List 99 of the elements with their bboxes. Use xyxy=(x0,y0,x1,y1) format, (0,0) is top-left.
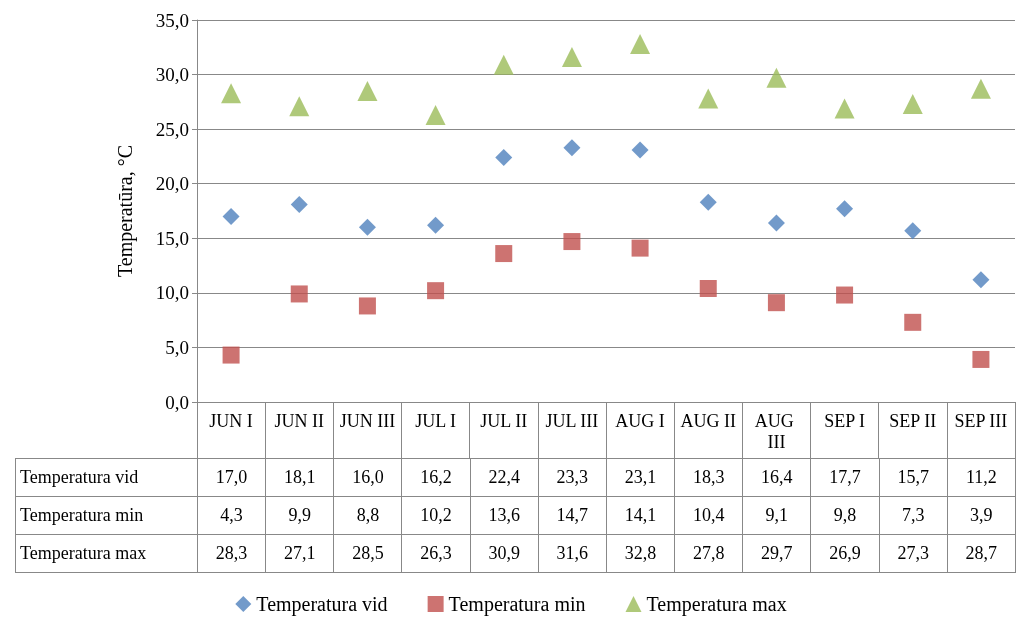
y-tick-label: 15,0 xyxy=(155,227,189,249)
point xyxy=(358,297,376,315)
data-label: 16,0 xyxy=(333,458,402,497)
point xyxy=(902,94,923,115)
point xyxy=(493,54,514,75)
data-label: 8,8 xyxy=(333,496,402,535)
point xyxy=(904,313,922,331)
y-tick-label: 25,0 xyxy=(155,118,189,140)
data-label: 31,6 xyxy=(538,534,607,573)
point xyxy=(495,149,513,167)
y-tick-label: 0,0 xyxy=(165,391,189,413)
data-label: 26,3 xyxy=(401,534,471,573)
data-label: 28,3 xyxy=(197,534,266,573)
x-tick-label: JUL III xyxy=(545,410,599,431)
data-label: 18,1 xyxy=(265,458,334,497)
point xyxy=(972,350,990,368)
legend-label: Temperatura vid xyxy=(256,593,388,616)
x-tick-label: AUG II xyxy=(680,410,736,431)
data-label: 11,2 xyxy=(947,458,1016,497)
point xyxy=(289,96,310,117)
y-tick-label: 30,0 xyxy=(155,64,189,86)
legend-label: Temperatura min xyxy=(448,593,586,616)
data-label: 17,7 xyxy=(810,458,880,497)
data-label: 9,1 xyxy=(742,496,811,535)
legend-label: Temperatura max xyxy=(646,593,787,616)
data-label: 23,1 xyxy=(606,458,675,497)
y-tick-label: 35,0 xyxy=(155,9,189,31)
point xyxy=(767,214,785,232)
point xyxy=(290,195,308,213)
data-label: 14,7 xyxy=(538,496,607,535)
y-axis-title: Temperatūra, °C xyxy=(114,144,137,278)
data-label: 3,9 xyxy=(947,496,1016,535)
point xyxy=(495,245,513,263)
data-label: 9,8 xyxy=(810,496,880,535)
data-label: 28,5 xyxy=(333,534,402,573)
point xyxy=(766,67,787,88)
data-label: 23,3 xyxy=(538,458,607,497)
x-tick-label: SEP I xyxy=(824,410,866,431)
data-label: 28,7 xyxy=(947,534,1016,573)
data-label: 22,4 xyxy=(470,458,539,497)
point xyxy=(699,279,717,297)
x-tick-label: SEP III xyxy=(954,410,1008,431)
point xyxy=(834,98,855,119)
point xyxy=(699,193,717,211)
data-label: 27,1 xyxy=(265,534,334,573)
point xyxy=(904,222,922,240)
point xyxy=(221,83,242,104)
y-tick-label: 5,0 xyxy=(165,336,189,358)
x-tick-label: JUN I xyxy=(209,410,253,431)
point xyxy=(358,218,376,236)
point xyxy=(290,285,308,303)
data-label: 9,9 xyxy=(265,496,334,535)
x-tick-label: JUN III xyxy=(339,410,396,431)
data-label: 14,1 xyxy=(606,496,675,535)
data-label: 10,4 xyxy=(674,496,743,535)
x-tick-label: JUL II xyxy=(480,410,528,431)
data-label: 26,9 xyxy=(810,534,880,573)
point xyxy=(561,47,582,68)
y-tick-label: 10,0 xyxy=(155,282,189,304)
data-label: 30,9 xyxy=(470,534,539,573)
y-tick-label: 20,0 xyxy=(155,173,189,195)
point xyxy=(836,286,854,304)
data-label: 17,0 xyxy=(197,458,266,497)
point xyxy=(427,216,445,234)
data-label: 15,7 xyxy=(879,458,948,497)
point xyxy=(767,294,785,312)
point xyxy=(425,104,446,125)
data-label: 27,8 xyxy=(674,534,743,573)
text: Temperatura min xyxy=(20,505,144,525)
point xyxy=(970,78,991,99)
point xyxy=(630,34,651,55)
point xyxy=(836,200,854,218)
point xyxy=(222,207,240,225)
point xyxy=(631,141,649,159)
point xyxy=(427,282,445,300)
data-label: 27,3 xyxy=(879,534,948,573)
point xyxy=(563,139,581,157)
data-label: 32,8 xyxy=(606,534,675,573)
point xyxy=(631,239,649,257)
x-tick-label: JUL I xyxy=(415,410,456,431)
point xyxy=(972,271,990,289)
x-tick-label: SEP II xyxy=(889,410,937,431)
point xyxy=(563,233,581,251)
text: Temperatura max xyxy=(20,543,147,563)
data-label: 16,2 xyxy=(401,458,471,497)
x-tick-label: JUN II xyxy=(274,410,324,431)
data-label: 29,7 xyxy=(742,534,811,573)
data-label: 16,4 xyxy=(742,458,811,497)
data-label: 18,3 xyxy=(674,458,743,497)
data-label: 13,6 xyxy=(470,496,539,535)
point xyxy=(357,80,378,101)
x-tick-label: AUG I xyxy=(615,410,665,431)
data-label: 4,3 xyxy=(197,496,266,535)
point xyxy=(698,88,719,109)
x-tick-label: AUG III xyxy=(754,410,799,452)
data-label: 10,2 xyxy=(401,496,471,535)
text: Temperatura vid xyxy=(20,467,139,487)
point xyxy=(222,346,240,364)
data-label: 7,3 xyxy=(879,496,948,535)
